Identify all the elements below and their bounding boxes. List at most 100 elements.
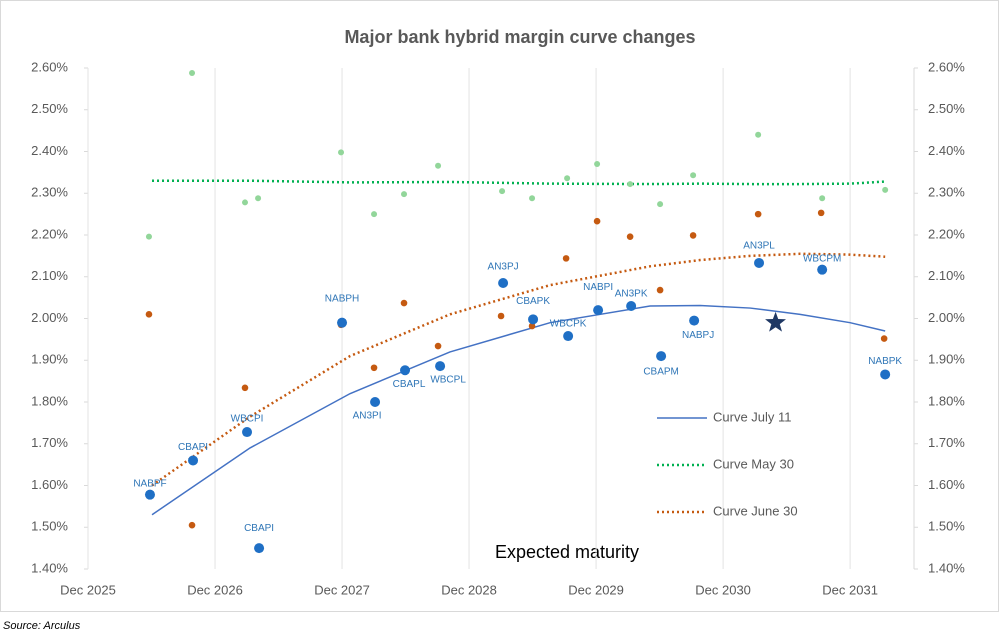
legend-label: Curve May 30 [713, 456, 794, 471]
y-tick-label: 1.80% [31, 393, 68, 408]
point [400, 365, 411, 376]
x-tick-label: Dec 2031 [822, 582, 878, 597]
point [370, 397, 381, 407]
point [255, 195, 262, 202]
point [188, 455, 199, 466]
point-label: CBAPL [393, 379, 426, 390]
point [563, 331, 574, 342]
annotation: Expected maturity [495, 542, 639, 562]
x-tick-label: Dec 2030 [695, 582, 751, 597]
point-label: NABPJ [682, 330, 714, 341]
point-label: WBCPM [803, 253, 841, 264]
point [882, 186, 889, 193]
point [338, 149, 345, 156]
y2-tick-label: 2.40% [928, 143, 965, 158]
point [434, 342, 442, 350]
point [880, 369, 891, 380]
x-tick-label: Dec 2027 [314, 582, 370, 597]
source: Source: Arculus [3, 620, 81, 632]
point [242, 427, 253, 438]
point [528, 322, 536, 330]
y2-tick-label: 2.20% [928, 226, 965, 241]
y2-tick-label: 1.70% [928, 435, 965, 450]
y2-tick-label: 1.80% [928, 393, 965, 408]
x-tick-label: Dec 2025 [60, 582, 116, 597]
y-tick-label: 1.70% [31, 435, 68, 450]
point [626, 300, 637, 311]
point [562, 255, 570, 262]
point [371, 211, 378, 218]
point [497, 312, 505, 320]
point-label: WBCPI [231, 414, 264, 425]
point-label: NABPH [325, 293, 359, 304]
y2-tick-label: 2.00% [928, 310, 965, 325]
point-label: NABPF [133, 478, 166, 489]
y-tick-label: 2.10% [31, 268, 68, 283]
point [593, 217, 601, 225]
point-label: AN3PI [353, 411, 382, 422]
point [656, 286, 664, 294]
point [498, 278, 509, 289]
point-label: NABPI [583, 282, 613, 293]
x-tick-label: Dec 2029 [568, 582, 624, 597]
y-tick-label: 2.60% [31, 59, 68, 74]
point-label: AN3PL [743, 241, 775, 252]
point [754, 210, 762, 218]
point-label: NABPK [868, 356, 902, 367]
point-label: WBCPK [550, 319, 587, 330]
point-label: CBAPK [516, 296, 550, 307]
point-label: CBAPI [244, 523, 274, 534]
point [400, 299, 408, 307]
y-tick-label: 1.90% [31, 352, 68, 367]
point [880, 335, 888, 342]
x-tick-label: Dec 2028 [441, 582, 497, 597]
point [145, 311, 153, 318]
point [528, 314, 539, 325]
point [435, 361, 446, 372]
point [529, 195, 536, 202]
point [337, 317, 348, 328]
y-tick-label: 2.30% [31, 185, 68, 200]
chart-border [0, 0, 999, 612]
y2-tick-label: 2.50% [928, 101, 965, 116]
legend-label: Curve July 11 [713, 409, 792, 424]
point [188, 521, 196, 529]
point [593, 305, 604, 316]
y2-tick-label: 2.10% [928, 268, 965, 283]
y-tick-label: 1.50% [31, 519, 68, 534]
chart-title: Major bank hybrid margin curve changes [344, 27, 695, 47]
point [254, 543, 265, 554]
point [817, 264, 828, 275]
point [241, 384, 249, 392]
y2-tick-label: 1.40% [928, 560, 965, 575]
y2-tick-label: 1.50% [928, 519, 965, 534]
y2-tick-label: 2.60% [928, 59, 965, 74]
point-label: CBAPI [178, 442, 208, 453]
point [564, 175, 571, 182]
legend-label: Curve June 30 [713, 503, 798, 518]
x-tick-label: Dec 2026 [187, 582, 243, 597]
point [754, 257, 765, 268]
y2-tick-label: 1.60% [928, 477, 965, 492]
point [755, 131, 762, 138]
trend-line [151, 252, 886, 487]
point [401, 191, 408, 198]
point [626, 233, 634, 240]
point [435, 162, 442, 169]
point [817, 209, 825, 217]
point [627, 181, 634, 188]
y-tick-label: 2.00% [31, 310, 68, 325]
y-tick-label: 1.40% [31, 560, 68, 575]
point [656, 351, 667, 362]
y2-tick-label: 1.90% [928, 352, 965, 367]
point-label: AN3PJ [488, 262, 519, 273]
star-marker [765, 311, 786, 332]
point [689, 232, 697, 239]
point-label: WBCPL [430, 375, 466, 386]
y-tick-label: 2.40% [31, 143, 68, 158]
point [819, 195, 826, 202]
point [657, 201, 664, 208]
y-tick-label: 1.60% [31, 477, 68, 492]
point-label: CBAPM [643, 367, 679, 378]
